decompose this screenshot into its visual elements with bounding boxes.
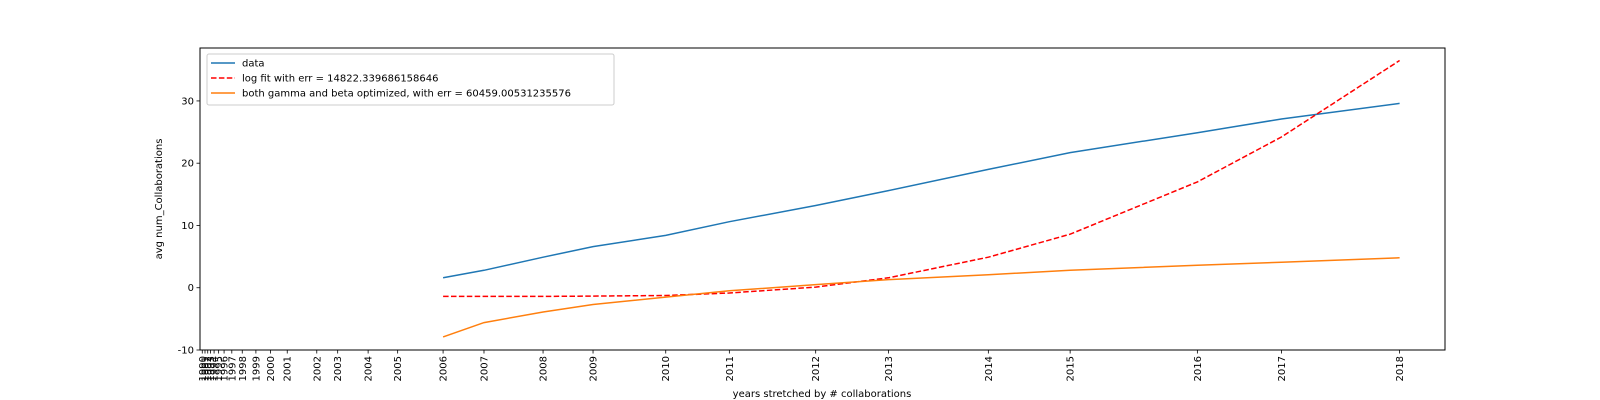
legend-label-data: data bbox=[242, 59, 265, 70]
x-tick-label: 2006 bbox=[439, 356, 450, 381]
x-tick-label: 2003 bbox=[333, 356, 344, 381]
x-tick-label: 2015 bbox=[1066, 356, 1077, 381]
x-tick-label: 2000 bbox=[266, 356, 277, 381]
x-tick-label: 2009 bbox=[589, 356, 600, 381]
x-tick-label: 1991 bbox=[201, 356, 212, 381]
x-tick-label: 2016 bbox=[1193, 356, 1204, 381]
x-tick-label: 1995 bbox=[214, 356, 225, 381]
x-tick-label: 1998 bbox=[238, 356, 249, 381]
series-layer bbox=[442, 59, 1401, 338]
x-tick-label: 2007 bbox=[480, 356, 491, 381]
y-tick-label: 10 bbox=[181, 221, 194, 232]
x-tick-label: 2010 bbox=[661, 356, 672, 381]
x-tick-label: 2005 bbox=[393, 356, 404, 381]
legend: data log fit with err = 14822.3396861586… bbox=[206, 53, 615, 106]
x-tick-label: 1992 bbox=[203, 356, 214, 381]
x-tick-label: 1996 bbox=[220, 356, 231, 381]
x-tick-label: 2014 bbox=[984, 356, 995, 381]
x-tick-label: 2017 bbox=[1277, 356, 1288, 381]
x-axis-label: years stretched by # collaborations bbox=[733, 389, 912, 400]
x-tick-label: 2012 bbox=[811, 356, 822, 381]
x-tick-label: 1990 bbox=[198, 356, 209, 381]
y-axis-label: avg num_Collaborations bbox=[154, 139, 165, 260]
x-tick-label: 1994 bbox=[210, 356, 221, 381]
y-tick-label: 0 bbox=[188, 283, 194, 294]
x-tick-label: 2002 bbox=[312, 356, 323, 381]
x-tick-label: 2013 bbox=[884, 356, 895, 381]
y-axis-ticks: -10 0 10 20 30 bbox=[178, 96, 200, 357]
legend-box bbox=[206, 53, 615, 106]
y-tick-label: -10 bbox=[178, 346, 194, 357]
legend-label-gamma-beta: both gamma and beta optimized, with err … bbox=[242, 89, 571, 100]
x-tick-label: 2001 bbox=[283, 356, 294, 381]
x-tick-label: 2018 bbox=[1395, 356, 1406, 381]
plot-area-frame bbox=[199, 47, 1446, 351]
series-line-0 bbox=[442, 102, 1400, 279]
x-tick-label: 2011 bbox=[725, 356, 736, 381]
x-tick-label: 1997 bbox=[227, 356, 238, 381]
x-tick-label: 1999 bbox=[251, 356, 262, 381]
x-tick-label: 2004 bbox=[364, 356, 375, 381]
x-tick-label: 2008 bbox=[539, 356, 550, 381]
series-line-1 bbox=[443, 59, 1401, 298]
y-tick-label: 30 bbox=[181, 96, 194, 107]
legend-label-log-fit: log fit with err = 14822.339686158646 bbox=[242, 74, 439, 85]
y-tick-label: 20 bbox=[181, 159, 194, 170]
x-tick-label: 1993 bbox=[206, 356, 217, 381]
series-line-2 bbox=[442, 257, 1400, 338]
